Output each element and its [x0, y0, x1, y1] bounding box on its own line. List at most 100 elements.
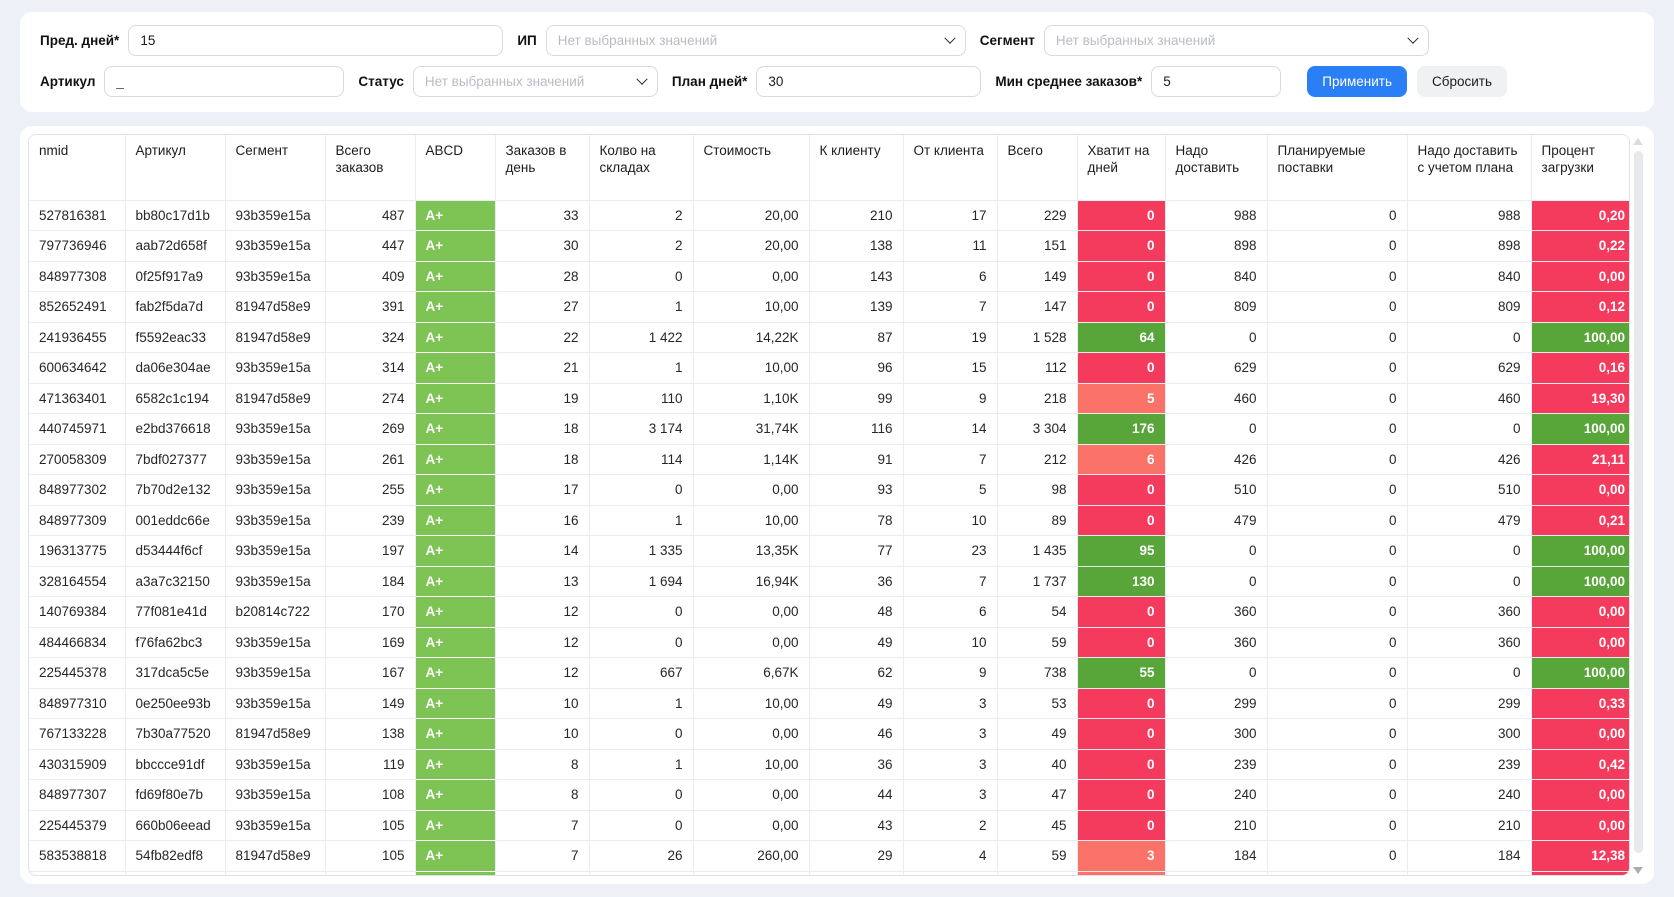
cell-planned-supplies: 0	[1267, 749, 1407, 780]
cell-article: e2bd376618	[125, 414, 225, 445]
cell-from-client: 6	[903, 261, 997, 292]
cell-nmid: 140769384	[29, 597, 125, 628]
cell-need-deliver-with-plan: 239	[1407, 749, 1531, 780]
cell-need-deliver	[1165, 871, 1267, 876]
cell-abcd: A+	[415, 231, 495, 262]
cell-days-left: 0	[1077, 200, 1165, 231]
plan-dnei-input[interactable]	[756, 66, 981, 97]
cell-segment: 81947d58e9	[225, 719, 325, 750]
triangle-down-icon[interactable]	[1633, 867, 1643, 874]
cell-need-deliver-with-plan: 840	[1407, 261, 1531, 292]
chevron-down-icon	[636, 73, 647, 84]
cell-segment: 93b359e15a	[225, 810, 325, 841]
cell-total-orders: 105	[325, 841, 415, 872]
cell-days-left: 0	[1077, 261, 1165, 292]
cell-days-left: 0	[1077, 231, 1165, 262]
cell-need-deliver: 898	[1165, 231, 1267, 262]
cell-load-percent: 0,42	[1531, 749, 1630, 780]
artikul-label: Артикул	[40, 74, 95, 89]
cell-stock-qty: 3 174	[589, 414, 693, 445]
cell-load-percent: 0,00	[1531, 261, 1630, 292]
cell-load-percent: 0,21	[1531, 505, 1630, 536]
table-row: 328164554a3a7c3215093b359e15a184A+131 69…	[29, 566, 1630, 597]
table-row: 852652491fab2f5da7d81947d58e9391A+27110,…	[29, 292, 1630, 323]
cell-cost: 10,00	[693, 353, 809, 384]
cell-abcd: A+	[415, 688, 495, 719]
artikul-input[interactable]	[104, 66, 344, 97]
cell-article: 001eddc66e	[125, 505, 225, 536]
cell-orders-per-day: 18	[495, 444, 589, 475]
vertical-scrollbar[interactable]	[1630, 134, 1646, 876]
cell-cost: 1,14K	[693, 444, 809, 475]
cell-article: f76fa62bc3	[125, 627, 225, 658]
cell-nmid: 225445379	[29, 810, 125, 841]
cell-days-left: 64	[1077, 322, 1165, 353]
field-segment: Сегмент Нет выбранных значений	[980, 25, 1429, 56]
cell-nmid: 241936455	[29, 322, 125, 353]
cell-nmid: 848977302	[29, 475, 125, 506]
cell-stock-qty: 1	[589, 688, 693, 719]
cell-days-left	[1077, 871, 1165, 876]
cell-from-client: 10	[903, 505, 997, 536]
cell-load-percent: 0,00	[1531, 780, 1630, 811]
segment-select[interactable]: Нет выбранных значений	[1044, 25, 1429, 56]
cell-article: 54fb82edf8	[125, 841, 225, 872]
table-row: 225445378317dca5c5e93b359e15a167A+126676…	[29, 658, 1630, 689]
cell-abcd: A+	[415, 719, 495, 750]
cell-total: 147	[997, 292, 1077, 323]
cell-total: 1 737	[997, 566, 1077, 597]
cell-article: bbccce91df	[125, 749, 225, 780]
cell-from-client: 5	[903, 475, 997, 506]
min-orders-input[interactable]	[1151, 66, 1281, 97]
pred-dnei-input[interactable]	[128, 25, 503, 56]
column-header-abcd: ABCD	[415, 135, 495, 200]
scrollbar-thumb[interactable]	[1634, 151, 1643, 853]
cell-stock-qty: 1	[589, 292, 693, 323]
cell-planned-supplies: 0	[1267, 810, 1407, 841]
cell-cost: 6,67K	[693, 658, 809, 689]
ip-select[interactable]: Нет выбранных значений	[546, 25, 966, 56]
cell-load-percent: 0,00	[1531, 719, 1630, 750]
cell-cost: 260,00	[693, 841, 809, 872]
cell-days-left: 0	[1077, 780, 1165, 811]
column-header-days-left: Хватит на дней	[1077, 135, 1165, 200]
cell-segment: 93b359e15a	[225, 353, 325, 384]
column-header-orders-per-day: Заказов в день	[495, 135, 589, 200]
segment-placeholder: Нет выбранных значений	[1056, 33, 1215, 48]
cell-nmid: 484466834	[29, 627, 125, 658]
cell-to-client: 139	[809, 292, 903, 323]
status-select[interactable]: Нет выбранных значений	[413, 66, 658, 97]
cell-total-orders: 197	[325, 536, 415, 567]
cell-from-client: 2	[903, 810, 997, 841]
cell-need-deliver: 240	[1165, 780, 1267, 811]
cell-planned-supplies: 0	[1267, 688, 1407, 719]
chevron-down-icon	[944, 32, 955, 43]
cell-from-client: 7	[903, 292, 997, 323]
cell-abcd: A+	[415, 780, 495, 811]
table-row: 7671332287b30a7752081947d58e9138A+1000,0…	[29, 719, 1630, 750]
cell-segment: 93b359e15a	[225, 566, 325, 597]
status-label: Статус	[358, 74, 404, 89]
cell-need-deliver: 460	[1165, 383, 1267, 414]
cell-from-client: 6	[903, 597, 997, 628]
cell-to-client: 138	[809, 231, 903, 262]
cell-to-client: 96	[809, 353, 903, 384]
cell-nmid	[29, 871, 125, 876]
cell-days-left: 130	[1077, 566, 1165, 597]
cell-orders-per-day: 17	[495, 475, 589, 506]
cell-nmid: 270058309	[29, 444, 125, 475]
cell-total-orders: 184	[325, 566, 415, 597]
triangle-up-icon[interactable]	[1633, 138, 1643, 145]
cell-total-orders: 274	[325, 383, 415, 414]
cell-nmid: 328164554	[29, 566, 125, 597]
cell-need-deliver-with-plan: 460	[1407, 383, 1531, 414]
cell-total: 89	[997, 505, 1077, 536]
apply-button[interactable]: Применить	[1307, 66, 1407, 97]
cell-article: 0f25f917a9	[125, 261, 225, 292]
cell-segment: 93b359e15a	[225, 414, 325, 445]
cell-planned-supplies: 0	[1267, 231, 1407, 262]
cell-stock-qty: 0	[589, 627, 693, 658]
cell-need-deliver-with-plan: 360	[1407, 597, 1531, 628]
column-header-total: Всего	[997, 135, 1077, 200]
reset-button[interactable]: Сбросить	[1417, 66, 1507, 97]
